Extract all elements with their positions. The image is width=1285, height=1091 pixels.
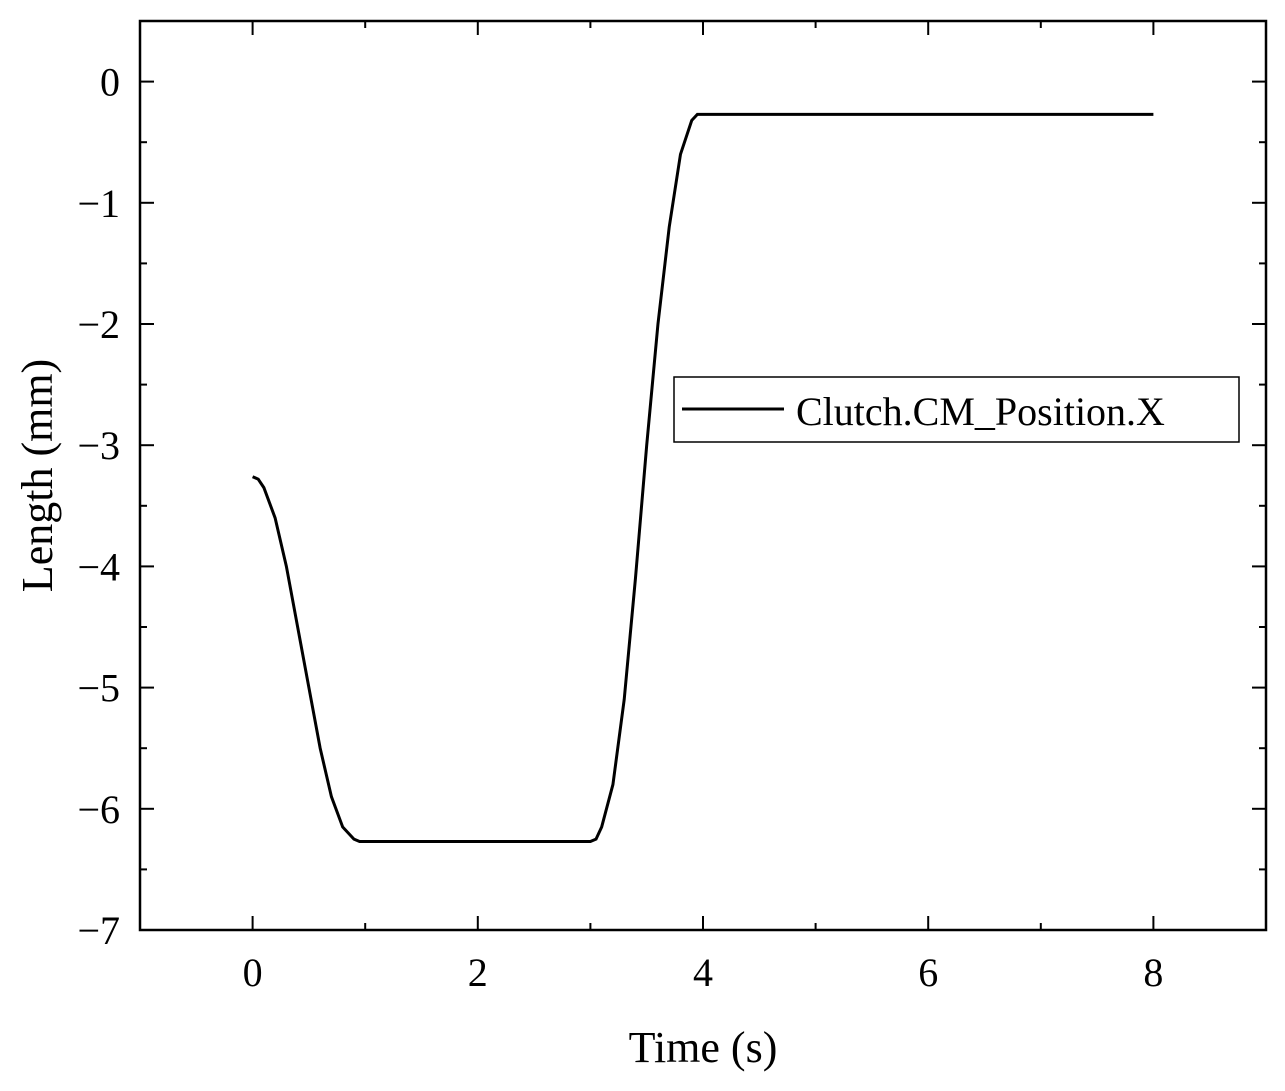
legend: Clutch.CM_Position.X (673, 376, 1240, 443)
y-tick-label: 0 (100, 60, 120, 105)
x-tick-label: 4 (693, 950, 713, 995)
y-tick-label: −2 (77, 302, 120, 347)
plot-frame (138, 19, 1268, 932)
axis-ticks (139, 20, 1267, 931)
plot-area (138, 19, 1268, 932)
y-tick-label: −3 (77, 423, 120, 468)
y-tick-label: −7 (77, 908, 120, 953)
y-tick-label: −4 (77, 544, 120, 589)
x-tick-label: 2 (468, 950, 488, 995)
y-tick-label: −5 (77, 666, 120, 711)
y-axis-title: Length (mm) (13, 359, 62, 592)
x-tick-label: 6 (918, 950, 938, 995)
x-tick-label: 0 (243, 950, 263, 995)
tick-labels: 0 2 4 6 8 0 −1 −2 −3 −4 −5 −6 −7 (77, 60, 1163, 995)
x-axis-title: Time (s) (629, 1023, 778, 1072)
y-tick-label: −1 (77, 181, 120, 226)
series-line-clutch-cm-position-x (252, 112, 1154, 844)
legend-label: Clutch.CM_Position.X (796, 389, 1165, 434)
y-tick-label: −6 (77, 787, 120, 832)
x-tick-label: 8 (1143, 950, 1163, 995)
